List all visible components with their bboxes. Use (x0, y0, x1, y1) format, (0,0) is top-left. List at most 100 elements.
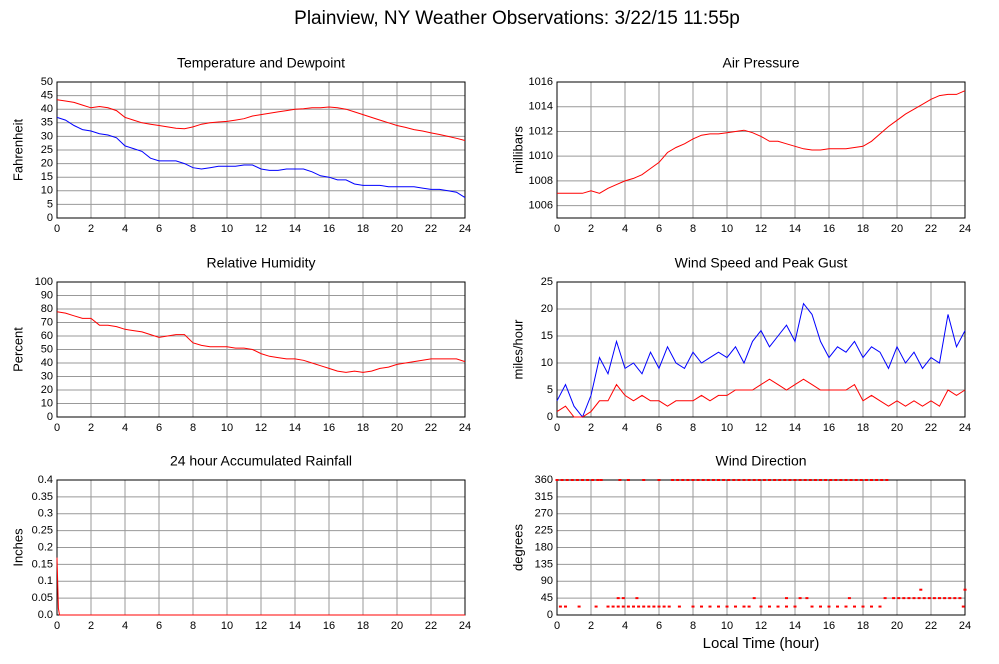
data-point (742, 479, 746, 481)
y-tick-label: 90 (41, 289, 53, 301)
x-tick-label: 0 (554, 223, 560, 235)
data-point (570, 479, 574, 481)
data-point (621, 597, 625, 600)
y-tick-label: 100 (35, 276, 53, 288)
x-tick-label: 24 (959, 620, 971, 632)
x-tick-label: 8 (690, 422, 696, 434)
x-tick-label: 4 (122, 223, 128, 235)
y-tick-label: 0.1 (38, 575, 53, 587)
y-axis-label: Inches (10, 528, 25, 567)
x-tick-label: 16 (823, 422, 835, 434)
y-tick-label: 1012 (529, 125, 553, 137)
data-line (56, 99, 466, 141)
data-point (834, 479, 838, 481)
data-point (808, 479, 812, 481)
x-tick-label: 20 (891, 422, 903, 434)
data-point (611, 605, 615, 608)
data-point (642, 479, 646, 481)
plot-frame (556, 281, 966, 418)
y-tick-label: 0.0 (38, 609, 53, 621)
data-point (819, 479, 822, 481)
data-point (558, 605, 562, 608)
data-point (742, 605, 746, 608)
data-point (938, 597, 941, 600)
x-tick-label: 16 (823, 223, 835, 235)
x-tick-label: 8 (690, 223, 696, 235)
y-tick-label: 315 (535, 491, 553, 503)
data-point (798, 597, 802, 600)
panel-title: Temperature and Dewpoint (177, 55, 345, 71)
y-tick-label: 20 (41, 158, 53, 170)
data-point (948, 597, 952, 600)
y-tick-label: 15 (541, 330, 553, 342)
y-tick-label: 45 (541, 592, 553, 604)
data-point (696, 479, 700, 481)
data-point (591, 479, 595, 481)
y-tick-label: 90 (541, 575, 553, 587)
data-point (657, 479, 661, 481)
y-axis-label: Percent (10, 327, 25, 372)
y-tick-label: 1010 (529, 150, 553, 162)
data-point (727, 479, 731, 481)
data-line (556, 378, 966, 418)
x-tick-label: 12 (255, 620, 267, 632)
data-point (803, 479, 807, 481)
x-tick-label: 22 (425, 223, 437, 235)
x-tick-label: 10 (721, 620, 733, 632)
data-point (706, 479, 710, 481)
page-title: Plainview, NY Weather Observations: 3/22… (294, 8, 740, 29)
data-point (565, 479, 569, 481)
data-point (616, 597, 620, 600)
data-point (662, 605, 666, 608)
data-line (557, 90, 966, 194)
x-tick-label: 16 (323, 223, 335, 235)
y-tick-label: 30 (41, 130, 53, 142)
x-tick-label: 14 (289, 223, 301, 235)
data-point (793, 479, 797, 481)
data-point (875, 479, 879, 481)
y-tick-label: 20 (41, 384, 53, 396)
data-point (560, 479, 564, 481)
x-tick-label: 20 (391, 620, 403, 632)
data-point (917, 597, 921, 600)
data-point (752, 479, 756, 481)
x-tick-label: 18 (357, 620, 369, 632)
y-axis-label: degrees (510, 524, 525, 571)
data-line (56, 116, 466, 199)
data-point (870, 479, 873, 481)
x-tick-label: 22 (925, 620, 937, 632)
data-point (785, 597, 788, 600)
x-tick-label: 6 (656, 620, 662, 632)
data-point (859, 479, 863, 481)
panel-title: Relative Humidity (207, 255, 316, 271)
data-point (773, 479, 777, 481)
data-point (642, 605, 646, 608)
y-tick-label: 0.2 (38, 541, 53, 553)
data-point (759, 605, 763, 608)
data-point (927, 597, 931, 600)
data-point (586, 479, 590, 481)
data-point (953, 597, 957, 600)
y-tick-label: 80 (41, 303, 53, 315)
data-point (626, 605, 630, 608)
x-tick-label: 14 (289, 620, 301, 632)
x-tick-label: 2 (588, 620, 594, 632)
data-point (839, 479, 843, 481)
x-tick-label: 0 (554, 620, 560, 632)
data-point (732, 479, 736, 481)
y-tick-label: 50 (41, 76, 53, 88)
x-tick-label: 24 (459, 223, 471, 235)
x-tick-label: 22 (425, 620, 437, 632)
y-axis-label: millibars (510, 126, 525, 174)
y-tick-label: 30 (41, 370, 53, 382)
x-tick-label: 0 (54, 620, 60, 632)
x-tick-label: 4 (122, 620, 128, 632)
y-tick-label: 270 (535, 508, 553, 520)
data-point (594, 605, 598, 608)
y-tick-label: 45 (41, 90, 53, 102)
plot-frame (56, 81, 466, 219)
data-point (734, 605, 737, 608)
data-point (853, 605, 856, 608)
data-point (657, 605, 661, 608)
data-point (783, 479, 787, 481)
